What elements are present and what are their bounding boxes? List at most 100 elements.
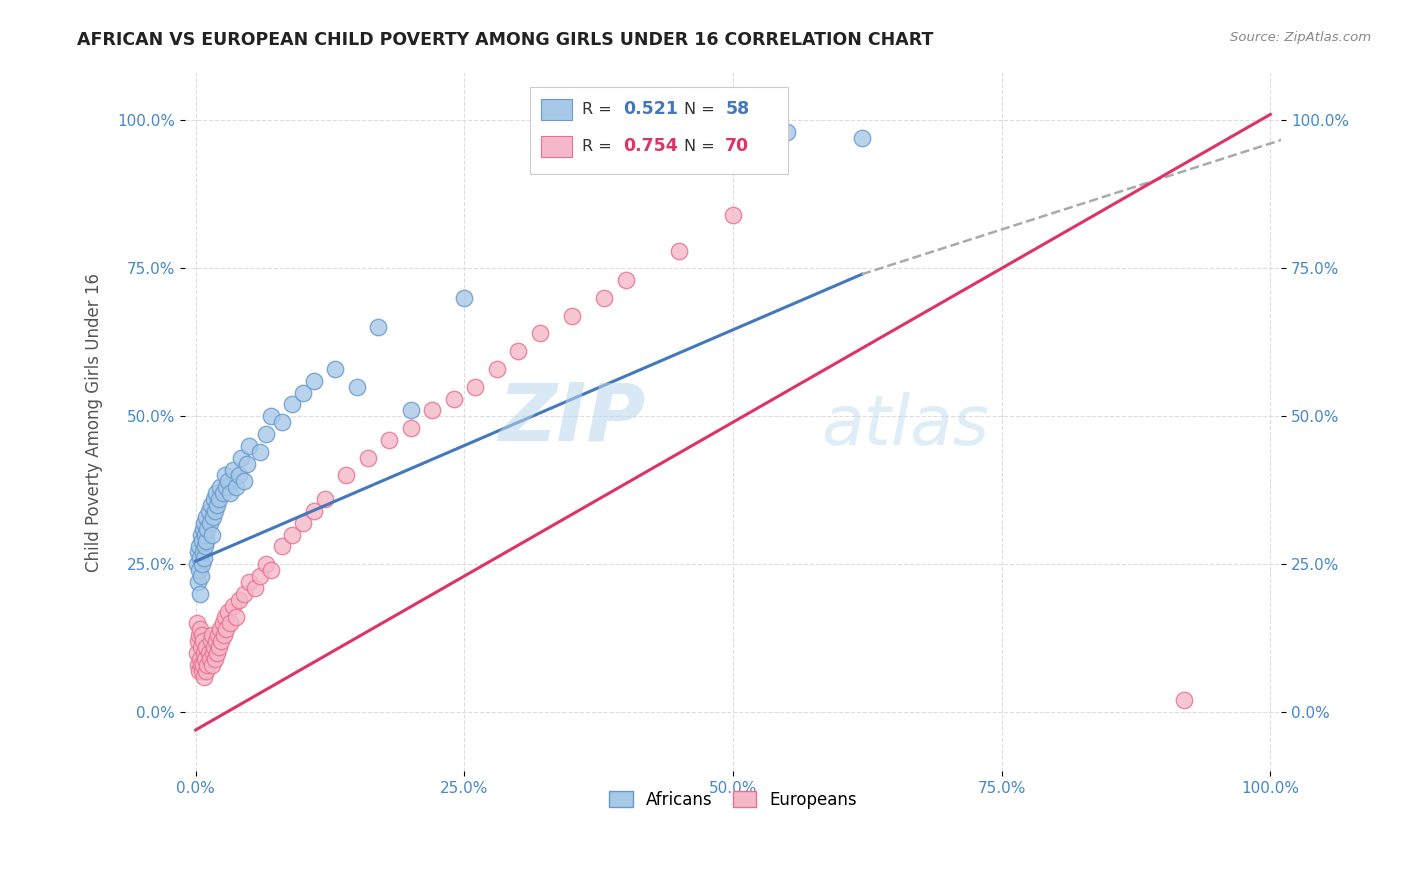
Point <box>260 563 283 577</box>
Point <box>453 291 475 305</box>
Point <box>193 634 215 648</box>
Point <box>188 551 211 566</box>
Point <box>249 569 271 583</box>
Point <box>205 634 228 648</box>
Point <box>614 273 637 287</box>
Point <box>188 587 211 601</box>
Point <box>851 131 873 145</box>
Point <box>219 616 242 631</box>
Point <box>208 492 231 507</box>
Point <box>292 516 315 530</box>
Point <box>190 527 212 541</box>
Point <box>211 634 233 648</box>
Point <box>228 468 250 483</box>
Point <box>188 652 211 666</box>
Point <box>314 492 336 507</box>
Point <box>236 457 259 471</box>
Point <box>186 646 208 660</box>
Point <box>197 646 219 660</box>
Point <box>668 244 690 258</box>
Point <box>238 574 260 589</box>
Point <box>229 450 252 465</box>
Text: N =: N = <box>683 139 720 153</box>
Point <box>201 657 224 672</box>
Point <box>187 540 209 554</box>
Point <box>214 468 236 483</box>
Point <box>302 504 325 518</box>
Point <box>225 610 247 624</box>
Point <box>529 326 551 341</box>
Point <box>233 475 256 489</box>
Point <box>211 616 233 631</box>
Point <box>420 403 443 417</box>
Point <box>222 599 245 613</box>
Point <box>197 657 219 672</box>
Point <box>201 628 224 642</box>
Point <box>207 628 229 642</box>
Point <box>254 558 277 572</box>
Point <box>378 433 401 447</box>
Point <box>211 486 233 500</box>
Point <box>233 587 256 601</box>
Point <box>260 409 283 424</box>
Point <box>191 558 214 572</box>
Point <box>254 427 277 442</box>
Point <box>193 522 215 536</box>
Point <box>191 628 214 642</box>
Point <box>281 527 304 541</box>
Text: 70: 70 <box>725 137 749 155</box>
Point <box>191 664 214 678</box>
Point <box>346 379 368 393</box>
Point <box>215 480 238 494</box>
Text: 0.754: 0.754 <box>623 137 678 155</box>
Text: atlas: atlas <box>821 392 988 459</box>
Point <box>195 664 218 678</box>
Point <box>325 362 347 376</box>
Point <box>281 397 304 411</box>
Text: ZIP: ZIP <box>498 380 645 458</box>
Point <box>193 545 215 559</box>
Point <box>201 509 224 524</box>
Point <box>399 421 422 435</box>
Point <box>561 309 583 323</box>
Point <box>721 208 744 222</box>
Point <box>187 657 209 672</box>
Point <box>186 558 208 572</box>
Point <box>193 646 215 660</box>
Point <box>193 516 215 530</box>
Point <box>209 623 232 637</box>
Point <box>506 344 529 359</box>
Point <box>195 533 218 548</box>
Point <box>464 379 486 393</box>
FancyBboxPatch shape <box>530 87 787 174</box>
Point <box>668 131 690 145</box>
Point <box>238 439 260 453</box>
Point <box>201 646 224 660</box>
Point <box>204 652 226 666</box>
Point <box>191 533 214 548</box>
Point <box>190 569 212 583</box>
Point <box>200 498 222 512</box>
Point <box>187 634 209 648</box>
Point <box>194 527 217 541</box>
Point <box>335 468 357 483</box>
Point <box>209 480 232 494</box>
Point <box>1173 693 1195 707</box>
Point <box>217 475 239 489</box>
Text: 0.521: 0.521 <box>623 100 678 119</box>
Point <box>198 516 221 530</box>
Point <box>193 670 215 684</box>
Point <box>399 403 422 417</box>
Point <box>214 610 236 624</box>
Point <box>187 664 209 678</box>
Point <box>195 509 218 524</box>
Point <box>187 574 209 589</box>
Point <box>225 480 247 494</box>
Text: R =: R = <box>582 102 617 117</box>
Point <box>193 551 215 566</box>
Point <box>187 545 209 559</box>
Point <box>186 616 208 631</box>
Point <box>204 504 226 518</box>
Point <box>217 605 239 619</box>
Text: N =: N = <box>683 102 720 117</box>
